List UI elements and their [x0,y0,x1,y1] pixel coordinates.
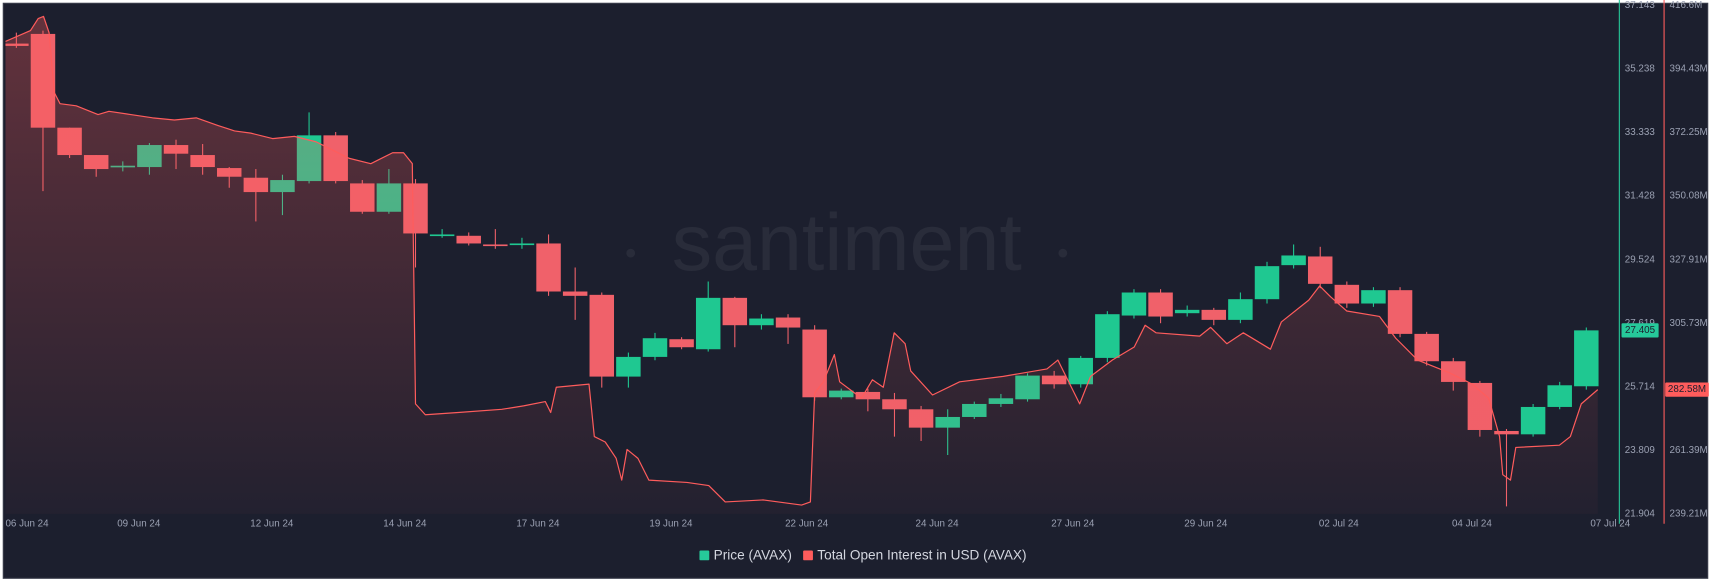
candle-body [1254,266,1280,300]
y-tick-label: 23.809 [1625,445,1655,456]
x-tick-label: 09 Jun 24 [117,518,161,529]
axes: 06 Jun 24 09 Jun 24 12 Jun 24 14 Jun 24 17 J… [5,0,1709,529]
watermark-dot [626,248,636,258]
legend-swatch [699,550,710,561]
candle-body [1174,309,1200,314]
candle-body [509,243,535,246]
y-tick-label: 33.333 [1625,127,1656,138]
candle-body [429,234,455,237]
candle-body [1361,290,1386,304]
candle-body [1494,430,1519,435]
y-tick-label: 35.238 [1625,64,1656,75]
y2-tick-label: 305.73M [1670,318,1708,329]
x-tick-label: 12 Jun 24 [250,518,294,529]
x-tick-label: 07 Jul 24 [1590,518,1630,529]
y2-tick-label: 327.91M [1670,254,1708,265]
candle-body [722,297,748,326]
y-tick-label: 29.524 [1625,254,1656,265]
candle-body [483,244,508,247]
legend-label: Price (AVAX) [714,548,792,563]
candle-body [1334,284,1360,304]
x-tick-label: 17 Jun 24 [516,518,560,529]
candle-body [1574,330,1599,387]
candle-body [1307,256,1333,284]
price-badge [1621,323,1659,338]
candle-body [1148,292,1173,317]
y-tick-label: 31.428 [1625,191,1656,202]
candle-body [695,297,721,350]
y2-tick-label: 372.25M [1670,127,1708,138]
candle-body [1281,255,1306,266]
candle-body [775,317,801,328]
oi-badge [1665,382,1709,397]
candle-body [589,294,615,377]
x-tick-label: 14 Jun 24 [383,518,427,529]
y-tick-label: 25.714 [1625,381,1656,392]
candle-body [642,338,668,357]
candle-body [1520,406,1546,435]
legend: Price (AVAX) Total Open Interest in USD (… [699,548,1027,563]
x-tick-label: 19 Jun 24 [649,518,693,529]
y-tick-label: 37.143 [1625,0,1656,11]
y2-tick-label: 239.21M [1670,509,1708,520]
watermark-dot [1058,248,1068,258]
candle-body [1547,385,1572,407]
candle-body [1095,314,1120,358]
candle-body [1121,292,1147,316]
x-tick-label: 27 Jun 24 [1051,518,1095,529]
legend-swatch [803,550,813,561]
y-tick-label: 21.904 [1625,509,1656,520]
candle-body [1387,290,1413,334]
candle-body [1201,309,1227,320]
oi-badge-label: 282.58M [1668,384,1706,395]
candle-body [749,318,774,326]
x-tick-label: 02 Jul 24 [1319,518,1359,529]
price-badge-label: 27.405 [1625,325,1656,336]
candle-body [456,235,481,244]
x-tick-label: 24 Jun 24 [915,518,959,529]
x-tick-label: 06 Jun 24 [5,518,49,529]
candle-body [1228,299,1253,320]
watermark: santiment [672,198,1022,288]
x-tick-label: 04 Jul 24 [1452,518,1492,529]
candle-body [536,243,561,292]
x-tick-label: 22 Jun 24 [785,518,829,529]
y2-tick-label: 350.08M [1670,191,1708,202]
candle-body [562,291,588,296]
candle-body [616,356,641,377]
y2-tick-label: 261.39M [1670,445,1708,456]
candle-body [1414,333,1439,362]
legend-label: Total Open Interest in USD (AVAX) [817,548,1026,563]
line [5,15,1599,506]
area-fill [5,16,1598,514]
plot-area [5,15,1599,514]
x-tick-label: 29 Jun 24 [1184,518,1228,529]
candle-body [669,339,694,348]
y2-tick-label: 394.43M [1670,64,1708,75]
y2-tick-label: 416.6M [1670,0,1703,11]
